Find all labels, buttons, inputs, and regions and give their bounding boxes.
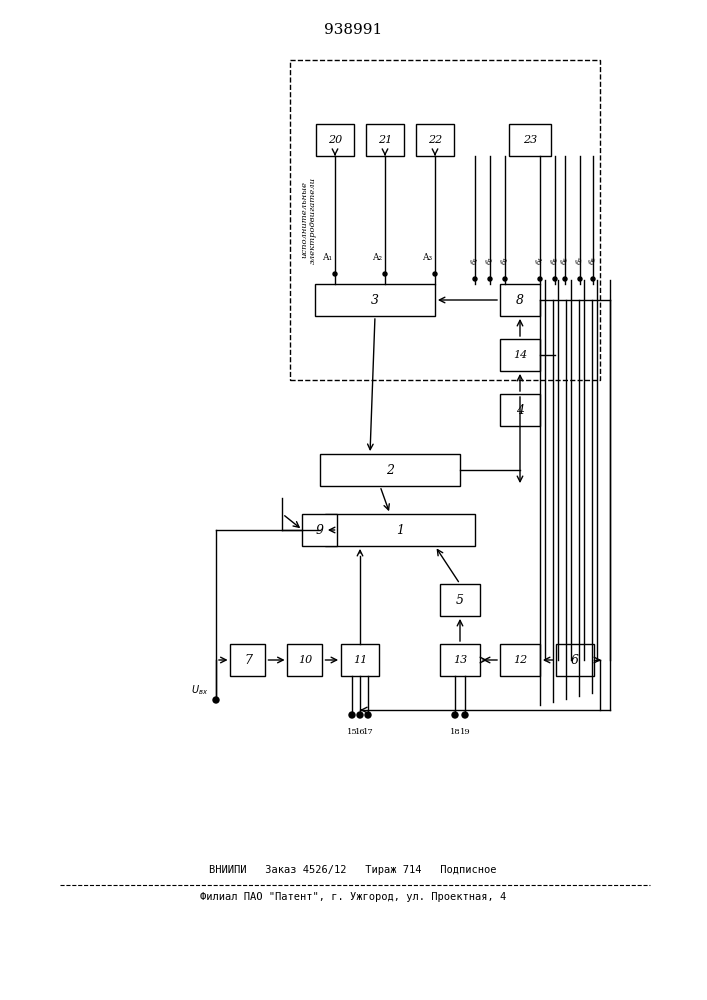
Text: б₁: б₁ — [470, 256, 480, 266]
Text: б₅: б₅ — [550, 256, 560, 266]
Text: ВНИИПИ   Заказ 4526/12   Тираж 714   Подписное: ВНИИПИ Заказ 4526/12 Тираж 714 Подписное — [209, 865, 497, 875]
Text: $U_{вх}$: $U_{вх}$ — [192, 683, 209, 697]
Text: A₁: A₁ — [322, 253, 332, 262]
Circle shape — [591, 277, 595, 281]
Circle shape — [488, 277, 492, 281]
Text: 3: 3 — [371, 294, 379, 306]
Text: 4: 4 — [516, 403, 524, 416]
Circle shape — [578, 277, 582, 281]
Text: 938991: 938991 — [324, 23, 382, 37]
Circle shape — [473, 277, 477, 281]
Text: 22: 22 — [428, 135, 442, 145]
Text: 5: 5 — [456, 593, 464, 606]
Text: 15: 15 — [346, 728, 357, 736]
Text: 10: 10 — [298, 655, 312, 665]
Circle shape — [538, 277, 542, 281]
Text: б₃: б₃ — [500, 256, 510, 266]
Circle shape — [433, 272, 437, 276]
Text: 18: 18 — [450, 728, 460, 736]
Circle shape — [462, 712, 468, 718]
Text: б₄: б₄ — [535, 256, 545, 266]
Circle shape — [333, 272, 337, 276]
Text: 14: 14 — [513, 350, 527, 360]
Text: б₇: б₇ — [575, 256, 585, 266]
FancyBboxPatch shape — [303, 514, 337, 546]
Text: 16: 16 — [355, 728, 366, 736]
Text: A₃: A₃ — [422, 253, 432, 262]
Circle shape — [553, 277, 557, 281]
Text: A₂: A₂ — [372, 253, 382, 262]
Circle shape — [357, 712, 363, 718]
Text: 21: 21 — [378, 135, 392, 145]
Text: 20: 20 — [328, 135, 342, 145]
Text: 19: 19 — [460, 728, 470, 736]
Circle shape — [563, 277, 567, 281]
Text: 1: 1 — [396, 524, 404, 536]
FancyBboxPatch shape — [556, 644, 594, 676]
Text: б₈: б₈ — [588, 256, 598, 266]
Text: 9: 9 — [316, 524, 324, 536]
Text: исполнительные
электродвигатели: исполнительные электродвигатели — [300, 176, 317, 263]
FancyBboxPatch shape — [440, 644, 480, 676]
Text: 23: 23 — [523, 135, 537, 145]
Text: б₆: б₆ — [560, 256, 570, 266]
FancyBboxPatch shape — [366, 124, 404, 156]
FancyBboxPatch shape — [416, 124, 454, 156]
Text: 17: 17 — [363, 728, 373, 736]
Text: 8: 8 — [516, 294, 524, 306]
FancyBboxPatch shape — [316, 124, 354, 156]
Circle shape — [349, 712, 355, 718]
FancyBboxPatch shape — [500, 644, 540, 676]
FancyBboxPatch shape — [288, 644, 322, 676]
Text: 11: 11 — [353, 655, 367, 665]
Circle shape — [503, 277, 507, 281]
FancyBboxPatch shape — [440, 584, 480, 616]
Text: 7: 7 — [244, 654, 252, 666]
FancyBboxPatch shape — [320, 454, 460, 486]
Circle shape — [383, 272, 387, 276]
FancyBboxPatch shape — [325, 514, 475, 546]
Text: б₂: б₂ — [485, 256, 495, 266]
Text: 12: 12 — [513, 655, 527, 665]
Text: 2: 2 — [386, 464, 394, 477]
Circle shape — [365, 712, 371, 718]
Circle shape — [213, 697, 219, 703]
Text: 6: 6 — [571, 654, 579, 666]
Text: 13: 13 — [453, 655, 467, 665]
Text: Филиал ПАО "Патент", г. Ужгород, ул. Проектная, 4: Филиал ПАО "Патент", г. Ужгород, ул. Про… — [200, 892, 506, 902]
Circle shape — [452, 712, 458, 718]
FancyBboxPatch shape — [500, 339, 540, 371]
FancyBboxPatch shape — [500, 394, 540, 426]
FancyBboxPatch shape — [341, 644, 379, 676]
FancyBboxPatch shape — [509, 124, 551, 156]
FancyBboxPatch shape — [230, 644, 266, 676]
FancyBboxPatch shape — [500, 284, 540, 316]
FancyBboxPatch shape — [315, 284, 435, 316]
